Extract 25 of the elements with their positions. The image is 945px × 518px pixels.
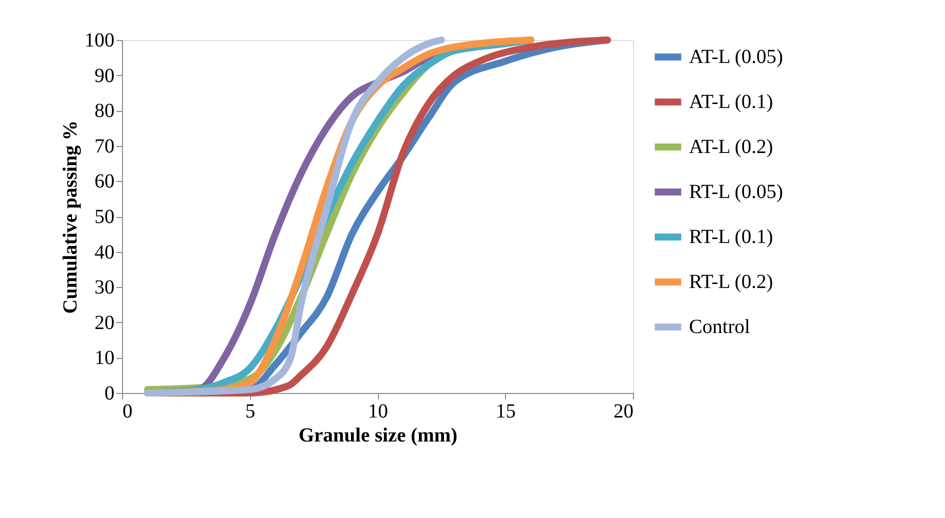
- legend-label: AT-L (0.2): [689, 136, 774, 158]
- x-tick-label: 10: [368, 400, 388, 422]
- legend-label: RT-L (0.05): [689, 181, 783, 203]
- y-tick-label: 60: [94, 170, 114, 193]
- y-tick-label: 80: [94, 100, 114, 122]
- x-tick-label: 20: [614, 400, 634, 422]
- x-tick-label: 0: [122, 400, 132, 422]
- y-tick-label: 70: [94, 135, 114, 158]
- y-tick-label: 10: [94, 347, 114, 370]
- legend-label: AT-L (0.1): [689, 91, 774, 113]
- y-tick-label: 50: [94, 206, 114, 228]
- y-tick-label: 0: [104, 382, 114, 404]
- y-tick-label: 90: [94, 64, 114, 87]
- legend-label: AT-L (0.05): [689, 46, 784, 68]
- y-tick-label: 100: [84, 30, 114, 52]
- legend-label: Control: [689, 316, 751, 338]
- legend-label: RT-L (0.1): [689, 226, 773, 248]
- y-axis-title: Cumulative passing %: [60, 120, 82, 314]
- y-tick-label: 40: [94, 241, 114, 264]
- y-tick-label: 20: [94, 312, 114, 334]
- x-axis-title: Granule size (mm): [298, 424, 458, 446]
- x-tick-label: 5: [245, 400, 256, 422]
- legend-label: RT-L (0.2): [689, 271, 773, 293]
- x-tick-label: 15: [496, 400, 516, 422]
- y-tick-label: 30: [94, 276, 114, 299]
